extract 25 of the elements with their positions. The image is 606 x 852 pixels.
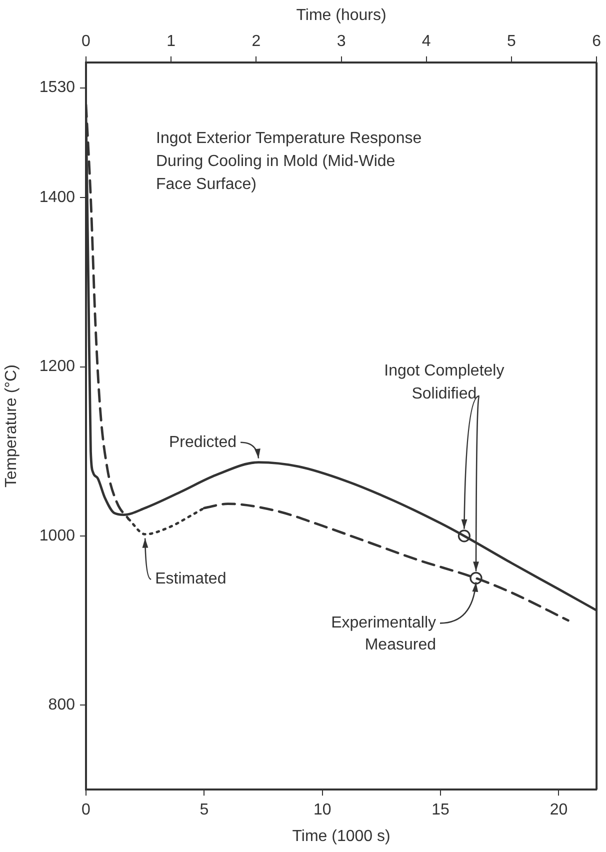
text: Estimated — [155, 570, 226, 588]
y-tick-label: 1400 — [39, 189, 76, 206]
x-tick-label: 10 — [313, 802, 332, 819]
y-tick-label: 1000 — [39, 527, 76, 544]
x-axis-title: Time (1000 s) — [292, 828, 390, 845]
x-tick-label: 15 — [432, 802, 450, 819]
x-tick-label: 20 — [550, 802, 568, 819]
x-tick-label: 5 — [200, 802, 209, 819]
x-tick-label: 0 — [82, 802, 91, 819]
text: Experimentally Measured — [331, 614, 436, 654]
x2-tick-label: 5 — [507, 33, 516, 50]
text: Ingot Exterior Temperature Response During Cooling in Mold (Mid-Wide Face Surface) — [156, 130, 422, 193]
annotation: Ingot Completely Solidified — [384, 362, 504, 402]
x2-axis-title: Time (hours) — [296, 7, 386, 24]
x2-tick-label: 6 — [592, 33, 602, 50]
y-tick-label: 800 — [48, 696, 76, 714]
y-tick-label: 1200 — [39, 358, 76, 376]
x2-tick-label: 0 — [82, 33, 91, 50]
x2-tick-label: 4 — [422, 33, 431, 50]
x2-tick-label: 2 — [252, 33, 261, 50]
x2-tick-label: 1 — [166, 33, 176, 50]
x2-tick-label: 3 — [336, 33, 346, 50]
legend-label: Predicted — [168, 434, 237, 451]
y-tick-label: 1530 — [39, 79, 76, 96]
y-axis-title: Temperature (°C) — [3, 364, 20, 488]
